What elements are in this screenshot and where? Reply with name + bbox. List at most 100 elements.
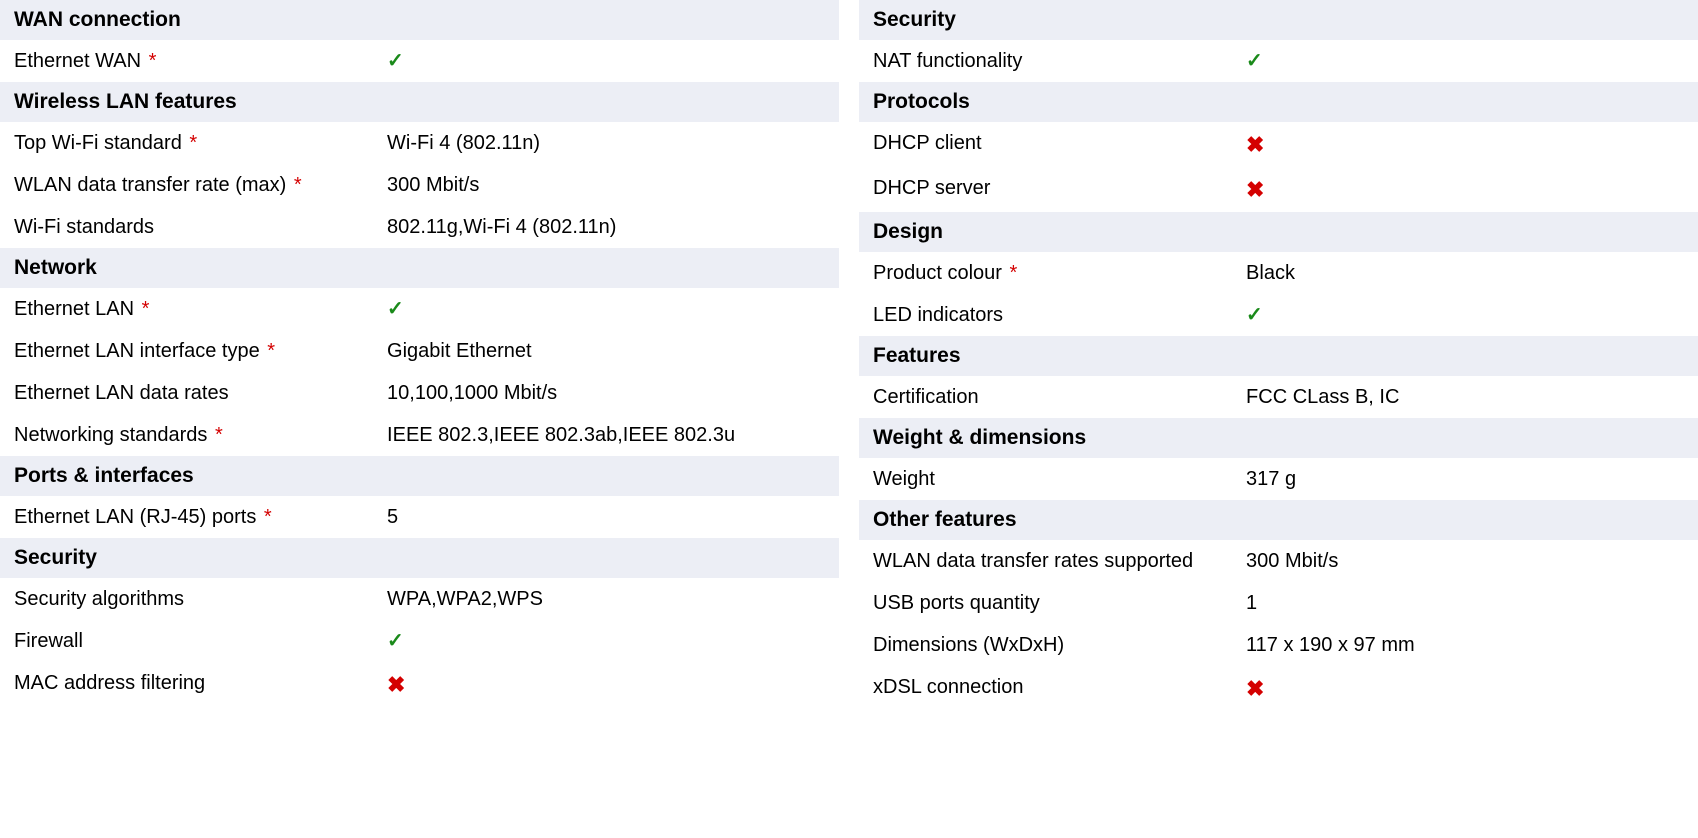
spec-row: Dimensions (WxDxH) 117 x 190 x 97 mm xyxy=(859,624,1698,666)
spec-column: SecurityNAT functionality✓ProtocolsDHCP … xyxy=(859,0,1698,711)
spec-row: LED indicators ✓ xyxy=(859,294,1698,336)
spec-label: Ethernet WAN * xyxy=(14,46,387,76)
spec-label: Ethernet LAN * xyxy=(14,294,387,324)
check-icon: ✓ xyxy=(1246,50,1263,72)
section-header: Other features xyxy=(859,500,1698,540)
spec-value: ✖ xyxy=(387,668,825,701)
spec-label-text: Certification xyxy=(873,386,979,408)
required-asterisk: * xyxy=(143,50,156,72)
spec-label: WLAN data transfer rate (max) * xyxy=(14,170,387,200)
spec-row: USB ports quantity 1 xyxy=(859,582,1698,624)
spec-label-text: Networking standards xyxy=(14,424,207,446)
spec-value-text: FCC CLass B, IC xyxy=(1246,386,1399,408)
spec-row: Security algorithmsWPA,WPA2,WPS xyxy=(0,578,839,620)
spec-row: Ethernet LAN *✓ xyxy=(0,288,839,330)
spec-value: WPA,WPA2,WPS xyxy=(387,584,825,614)
cross-icon: ✖ xyxy=(387,672,405,697)
section-header: Wireless LAN features xyxy=(0,82,839,122)
spec-value-text: 10,100,1000 Mbit/s xyxy=(387,382,557,404)
section-header: Security xyxy=(0,538,839,578)
check-icon: ✓ xyxy=(387,50,404,72)
spec-value-text: IEEE 802.3,IEEE 802.3ab,IEEE 802.3u xyxy=(387,424,735,446)
spec-label-text: Ethernet LAN interface type xyxy=(14,340,260,362)
spec-label-text: USB ports quantity xyxy=(873,592,1040,614)
spec-value-text: 317 g xyxy=(1246,468,1296,490)
spec-row: WLAN data transfer rate (max) *300 Mbit/… xyxy=(0,164,839,206)
spec-value: 317 g xyxy=(1246,464,1684,494)
spec-column: WAN connectionEthernet WAN *✓Wireless LA… xyxy=(0,0,839,711)
spec-label: Security algorithms xyxy=(14,584,387,614)
spec-value: IEEE 802.3,IEEE 802.3ab,IEEE 802.3u xyxy=(387,420,825,450)
spec-label: Wi-Fi standards xyxy=(14,212,387,242)
spec-label-text: NAT functionality xyxy=(873,50,1022,72)
spec-value-text: Black xyxy=(1246,262,1295,284)
spec-label-text: Ethernet LAN (RJ-45) ports xyxy=(14,506,256,528)
spec-value-text: 1 xyxy=(1246,592,1257,614)
spec-label: Ethernet LAN (RJ-45) ports * xyxy=(14,502,387,532)
spec-label: USB ports quantity xyxy=(873,588,1246,618)
required-asterisk: * xyxy=(1004,262,1017,284)
spec-row: DHCP client ✖ xyxy=(859,122,1698,167)
spec-label-text: Ethernet LAN data rates xyxy=(14,382,229,404)
required-asterisk: * xyxy=(136,298,149,320)
spec-label-text: Wi-Fi standards xyxy=(14,216,154,238)
spec-label-text: Dimensions (WxDxH) xyxy=(873,634,1064,656)
section-header: Protocols xyxy=(859,82,1698,122)
required-asterisk: * xyxy=(184,132,197,154)
spec-row: Wi-Fi standards 802.11g,Wi-Fi 4 (802.11n) xyxy=(0,206,839,248)
spec-label: Top Wi-Fi standard * xyxy=(14,128,387,158)
spec-row: Ethernet LAN data rates 10,100,1000 Mbit/… xyxy=(0,372,839,414)
spec-label-text: DHCP server xyxy=(873,177,990,199)
spec-value-text: WPA,WPA2,WPS xyxy=(387,588,543,610)
spec-label-text: WLAN data transfer rates supported xyxy=(873,550,1193,572)
required-asterisk: * xyxy=(288,174,301,196)
section-header: Ports & interfaces xyxy=(0,456,839,496)
spec-label-text: DHCP client xyxy=(873,132,982,154)
spec-value: 5 xyxy=(387,502,825,532)
spec-columns: WAN connectionEthernet WAN *✓Wireless LA… xyxy=(0,0,1698,711)
spec-value: 300 Mbit/s xyxy=(1246,546,1684,576)
spec-row: WLAN data transfer rates supported 300 Mb… xyxy=(859,540,1698,582)
spec-value: 10,100,1000 Mbit/s xyxy=(387,378,825,408)
spec-value: 300 Mbit/s xyxy=(387,170,825,200)
spec-value-text: 5 xyxy=(387,506,398,528)
spec-value-text: 300 Mbit/s xyxy=(1246,550,1338,572)
spec-label: Product colour * xyxy=(873,258,1246,288)
required-asterisk: * xyxy=(209,424,222,446)
spec-label-text: MAC address filtering xyxy=(14,672,205,694)
section-header: Security xyxy=(859,0,1698,40)
spec-value: ✓ xyxy=(1246,46,1684,76)
spec-label-text: Ethernet WAN xyxy=(14,50,141,72)
spec-label-text: Ethernet LAN xyxy=(14,298,134,320)
spec-label-text: LED indicators xyxy=(873,304,1003,326)
spec-value-text: 117 x 190 x 97 mm xyxy=(1246,634,1415,656)
spec-label: Ethernet LAN data rates xyxy=(14,378,387,408)
cross-icon: ✖ xyxy=(1246,132,1264,157)
spec-label: Weight xyxy=(873,464,1246,494)
spec-row: NAT functionality ✓ xyxy=(859,40,1698,82)
spec-value: ✓ xyxy=(387,626,825,656)
spec-label: Dimensions (WxDxH) xyxy=(873,630,1246,660)
spec-value: Gigabit Ethernet xyxy=(387,336,825,366)
spec-label: xDSL connection xyxy=(873,672,1246,702)
spec-label: Certification xyxy=(873,382,1246,412)
spec-label: WLAN data transfer rates supported xyxy=(873,546,1246,576)
spec-value: 802.11g,Wi-Fi 4 (802.11n) xyxy=(387,212,825,242)
spec-label-text: WLAN data transfer rate (max) xyxy=(14,174,286,196)
spec-row: Firewall✓ xyxy=(0,620,839,662)
spec-label: LED indicators xyxy=(873,300,1246,330)
spec-value-text: Gigabit Ethernet xyxy=(387,340,532,362)
spec-value: ✓ xyxy=(1246,300,1684,330)
spec-value: Black xyxy=(1246,258,1684,288)
spec-value-text: 300 Mbit/s xyxy=(387,174,479,196)
spec-label: Networking standards * xyxy=(14,420,387,450)
section-header: Design xyxy=(859,212,1698,252)
spec-row: Ethernet LAN (RJ-45) ports *5 xyxy=(0,496,839,538)
required-asterisk: * xyxy=(262,340,275,362)
spec-label: DHCP client xyxy=(873,128,1246,158)
spec-row: Product colour *Black xyxy=(859,252,1698,294)
spec-label-text: Product colour xyxy=(873,262,1002,284)
spec-value: ✖ xyxy=(1246,128,1684,161)
spec-label: Firewall xyxy=(14,626,387,656)
spec-value: ✓ xyxy=(387,46,825,76)
